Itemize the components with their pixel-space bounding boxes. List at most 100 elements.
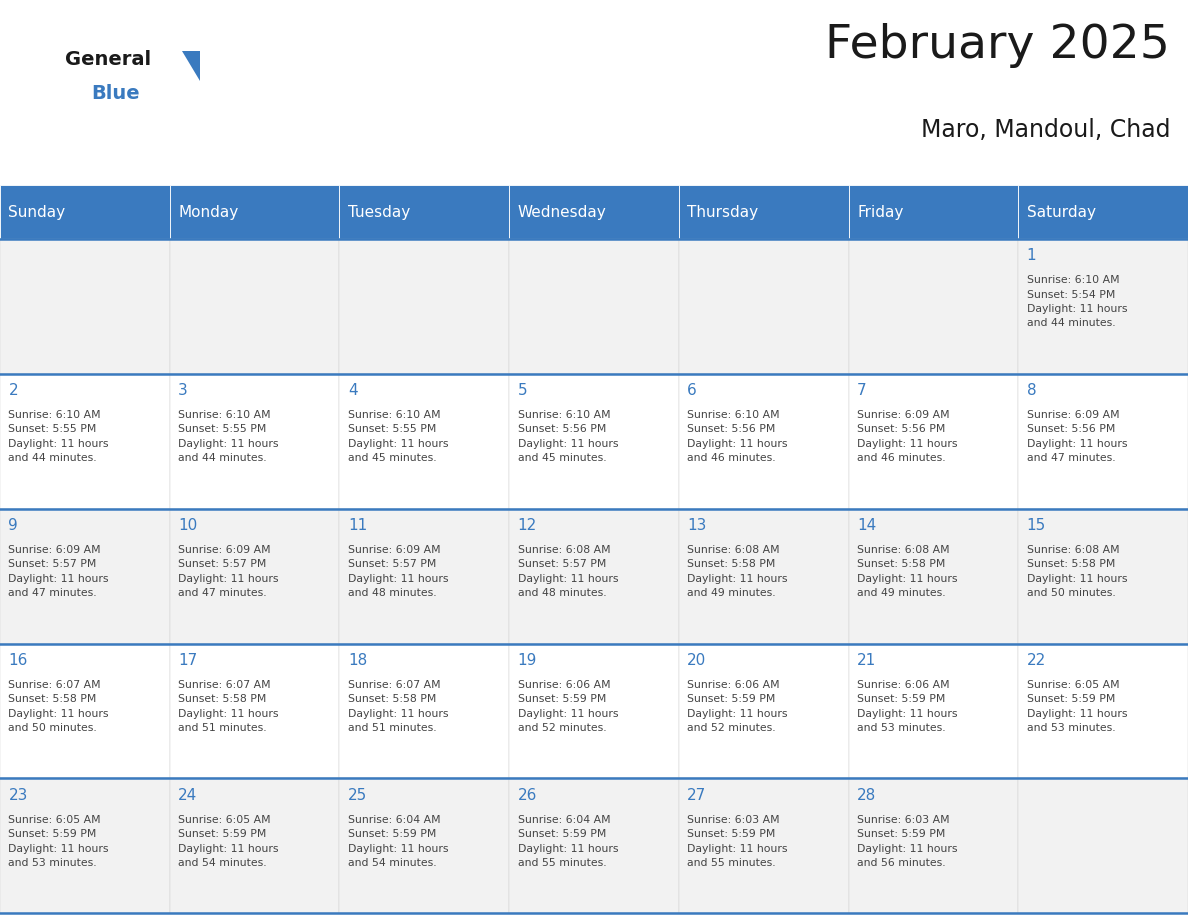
Text: 21: 21 — [857, 653, 877, 668]
Text: 27: 27 — [688, 788, 707, 803]
Bar — [1018, 509, 1188, 644]
Text: 1: 1 — [1026, 248, 1036, 263]
Bar — [510, 239, 678, 374]
Text: 25: 25 — [348, 788, 367, 803]
Bar — [170, 778, 340, 913]
Bar — [848, 778, 1018, 913]
Text: Sunrise: 6:09 AM
Sunset: 5:57 PM
Daylight: 11 hours
and 47 minutes.: Sunrise: 6:09 AM Sunset: 5:57 PM Dayligh… — [8, 545, 109, 599]
Bar — [678, 509, 848, 644]
Text: Sunrise: 6:10 AM
Sunset: 5:56 PM
Daylight: 11 hours
and 46 minutes.: Sunrise: 6:10 AM Sunset: 5:56 PM Dayligh… — [688, 410, 788, 464]
Text: 17: 17 — [178, 653, 197, 668]
Bar — [0, 509, 170, 644]
Text: Sunrise: 6:10 AM
Sunset: 5:56 PM
Daylight: 11 hours
and 45 minutes.: Sunrise: 6:10 AM Sunset: 5:56 PM Dayligh… — [518, 410, 618, 464]
Bar — [340, 185, 510, 239]
Bar — [510, 185, 678, 239]
Bar — [1018, 374, 1188, 509]
Text: Sunrise: 6:10 AM
Sunset: 5:54 PM
Daylight: 11 hours
and 44 minutes.: Sunrise: 6:10 AM Sunset: 5:54 PM Dayligh… — [1026, 275, 1127, 329]
Bar — [510, 509, 678, 644]
Bar — [170, 509, 340, 644]
Text: Sunrise: 6:05 AM
Sunset: 5:59 PM
Daylight: 11 hours
and 53 minutes.: Sunrise: 6:05 AM Sunset: 5:59 PM Dayligh… — [8, 815, 109, 868]
Text: 13: 13 — [688, 518, 707, 533]
Bar — [510, 374, 678, 509]
Text: 2: 2 — [8, 383, 18, 398]
Text: Thursday: Thursday — [688, 205, 758, 219]
Bar — [848, 185, 1018, 239]
Text: Sunrise: 6:04 AM
Sunset: 5:59 PM
Daylight: 11 hours
and 55 minutes.: Sunrise: 6:04 AM Sunset: 5:59 PM Dayligh… — [518, 815, 618, 868]
Text: 18: 18 — [348, 653, 367, 668]
Text: 20: 20 — [688, 653, 707, 668]
Bar — [678, 778, 848, 913]
Text: 5: 5 — [518, 383, 527, 398]
Text: 11: 11 — [348, 518, 367, 533]
Text: Sunrise: 6:08 AM
Sunset: 5:57 PM
Daylight: 11 hours
and 48 minutes.: Sunrise: 6:08 AM Sunset: 5:57 PM Dayligh… — [518, 545, 618, 599]
Text: Saturday: Saturday — [1026, 205, 1095, 219]
Text: Sunrise: 6:09 AM
Sunset: 5:57 PM
Daylight: 11 hours
and 47 minutes.: Sunrise: 6:09 AM Sunset: 5:57 PM Dayligh… — [178, 545, 279, 599]
Text: Sunday: Sunday — [8, 205, 65, 219]
Bar — [1018, 239, 1188, 374]
Bar — [0, 239, 170, 374]
Text: Sunrise: 6:09 AM
Sunset: 5:57 PM
Daylight: 11 hours
and 48 minutes.: Sunrise: 6:09 AM Sunset: 5:57 PM Dayligh… — [348, 545, 448, 599]
Text: Wednesday: Wednesday — [518, 205, 606, 219]
Bar — [340, 644, 510, 778]
Text: 15: 15 — [1026, 518, 1045, 533]
Bar — [340, 374, 510, 509]
Text: Monday: Monday — [178, 205, 239, 219]
Text: 22: 22 — [1026, 653, 1045, 668]
Text: Sunrise: 6:05 AM
Sunset: 5:59 PM
Daylight: 11 hours
and 53 minutes.: Sunrise: 6:05 AM Sunset: 5:59 PM Dayligh… — [1026, 680, 1127, 733]
Bar — [678, 374, 848, 509]
Text: February 2025: February 2025 — [826, 23, 1170, 68]
Text: 26: 26 — [518, 788, 537, 803]
Text: 10: 10 — [178, 518, 197, 533]
Bar — [678, 239, 848, 374]
Bar — [848, 239, 1018, 374]
Text: Blue: Blue — [91, 84, 140, 103]
Bar — [848, 374, 1018, 509]
Bar — [1018, 778, 1188, 913]
Bar — [678, 644, 848, 778]
Bar — [848, 644, 1018, 778]
Text: 19: 19 — [518, 653, 537, 668]
Text: Sunrise: 6:05 AM
Sunset: 5:59 PM
Daylight: 11 hours
and 54 minutes.: Sunrise: 6:05 AM Sunset: 5:59 PM Dayligh… — [178, 815, 279, 868]
Text: Sunrise: 6:07 AM
Sunset: 5:58 PM
Daylight: 11 hours
and 51 minutes.: Sunrise: 6:07 AM Sunset: 5:58 PM Dayligh… — [348, 680, 448, 733]
Text: 3: 3 — [178, 383, 188, 398]
Text: 12: 12 — [518, 518, 537, 533]
Text: 28: 28 — [857, 788, 877, 803]
Bar — [0, 374, 170, 509]
Text: Sunrise: 6:08 AM
Sunset: 5:58 PM
Daylight: 11 hours
and 49 minutes.: Sunrise: 6:08 AM Sunset: 5:58 PM Dayligh… — [857, 545, 958, 599]
Text: Sunrise: 6:03 AM
Sunset: 5:59 PM
Daylight: 11 hours
and 55 minutes.: Sunrise: 6:03 AM Sunset: 5:59 PM Dayligh… — [688, 815, 788, 868]
Text: 23: 23 — [8, 788, 27, 803]
Text: 9: 9 — [8, 518, 18, 533]
Text: Sunrise: 6:09 AM
Sunset: 5:56 PM
Daylight: 11 hours
and 47 minutes.: Sunrise: 6:09 AM Sunset: 5:56 PM Dayligh… — [1026, 410, 1127, 464]
Bar — [678, 185, 848, 239]
Text: Sunrise: 6:10 AM
Sunset: 5:55 PM
Daylight: 11 hours
and 44 minutes.: Sunrise: 6:10 AM Sunset: 5:55 PM Dayligh… — [178, 410, 279, 464]
Bar — [170, 239, 340, 374]
Bar — [0, 185, 170, 239]
Bar — [848, 509, 1018, 644]
Bar — [0, 644, 170, 778]
Text: General: General — [65, 50, 151, 70]
Text: 8: 8 — [1026, 383, 1036, 398]
Bar — [1018, 185, 1188, 239]
Bar — [1018, 644, 1188, 778]
Bar — [170, 644, 340, 778]
Bar — [0, 778, 170, 913]
Text: Sunrise: 6:10 AM
Sunset: 5:55 PM
Daylight: 11 hours
and 45 minutes.: Sunrise: 6:10 AM Sunset: 5:55 PM Dayligh… — [348, 410, 448, 464]
Bar — [340, 509, 510, 644]
Text: Sunrise: 6:06 AM
Sunset: 5:59 PM
Daylight: 11 hours
and 52 minutes.: Sunrise: 6:06 AM Sunset: 5:59 PM Dayligh… — [518, 680, 618, 733]
Polygon shape — [182, 51, 200, 81]
Bar — [510, 778, 678, 913]
Text: 16: 16 — [8, 653, 27, 668]
Text: 24: 24 — [178, 788, 197, 803]
Text: 4: 4 — [348, 383, 358, 398]
Text: Maro, Mandoul, Chad: Maro, Mandoul, Chad — [921, 118, 1170, 141]
Text: Friday: Friday — [857, 205, 903, 219]
Bar — [340, 239, 510, 374]
Text: Sunrise: 6:07 AM
Sunset: 5:58 PM
Daylight: 11 hours
and 51 minutes.: Sunrise: 6:07 AM Sunset: 5:58 PM Dayligh… — [178, 680, 279, 733]
Text: Sunrise: 6:06 AM
Sunset: 5:59 PM
Daylight: 11 hours
and 53 minutes.: Sunrise: 6:06 AM Sunset: 5:59 PM Dayligh… — [857, 680, 958, 733]
Text: Sunrise: 6:04 AM
Sunset: 5:59 PM
Daylight: 11 hours
and 54 minutes.: Sunrise: 6:04 AM Sunset: 5:59 PM Dayligh… — [348, 815, 448, 868]
Text: 7: 7 — [857, 383, 867, 398]
Bar — [170, 374, 340, 509]
Text: 14: 14 — [857, 518, 877, 533]
Bar — [170, 185, 340, 239]
Text: Sunrise: 6:10 AM
Sunset: 5:55 PM
Daylight: 11 hours
and 44 minutes.: Sunrise: 6:10 AM Sunset: 5:55 PM Dayligh… — [8, 410, 109, 464]
